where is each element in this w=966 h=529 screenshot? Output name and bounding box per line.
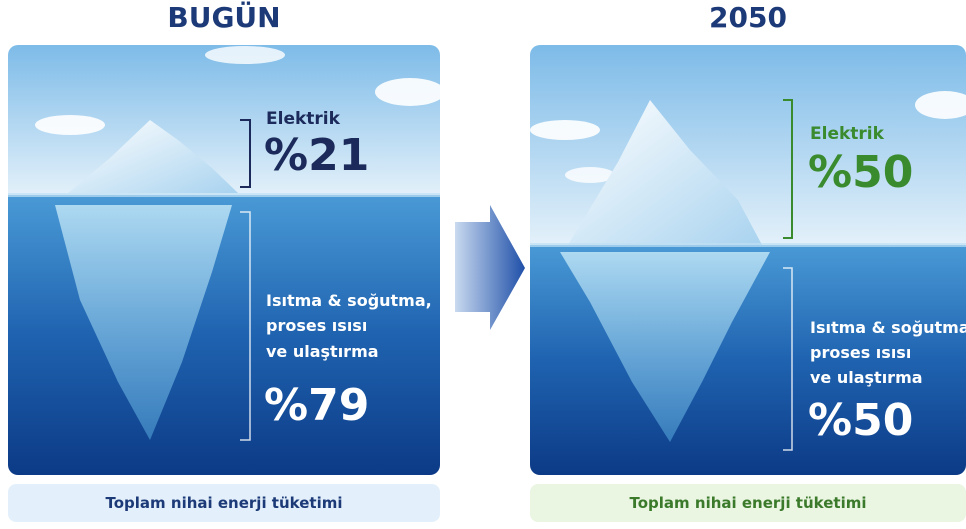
lower-line: proses ısısı — [266, 316, 367, 335]
lower-line: Isıtma & soğutma, — [266, 291, 432, 310]
lower-line: Isıtma & soğutma, — [810, 318, 966, 337]
upper-label: Elektrik — [810, 124, 885, 144]
panel-title: BUGÜN — [167, 0, 280, 34]
lower-value: %50 — [808, 395, 913, 446]
upper-label: Elektrik — [266, 109, 341, 129]
infographic: BUGÜN 2050 Elektrik %21 Isıtma & soğutma… — [0, 0, 966, 529]
arrow — [455, 205, 525, 330]
lower-line: ve ulaştırma — [266, 342, 379, 361]
lower-value: %79 — [264, 380, 369, 431]
footer: Toplam nihai enerji tüketimi — [630, 494, 867, 512]
upper-value: %50 — [808, 147, 913, 198]
lower-line: ve ulaştırma — [810, 368, 923, 387]
lower-line: proses ısısı — [810, 343, 911, 362]
upper-value: %21 — [264, 130, 369, 181]
iceberg-image — [8, 45, 445, 475]
footer: Toplam nihai enerji tüketimi — [106, 494, 343, 512]
panel-title: 2050 — [709, 1, 787, 34]
